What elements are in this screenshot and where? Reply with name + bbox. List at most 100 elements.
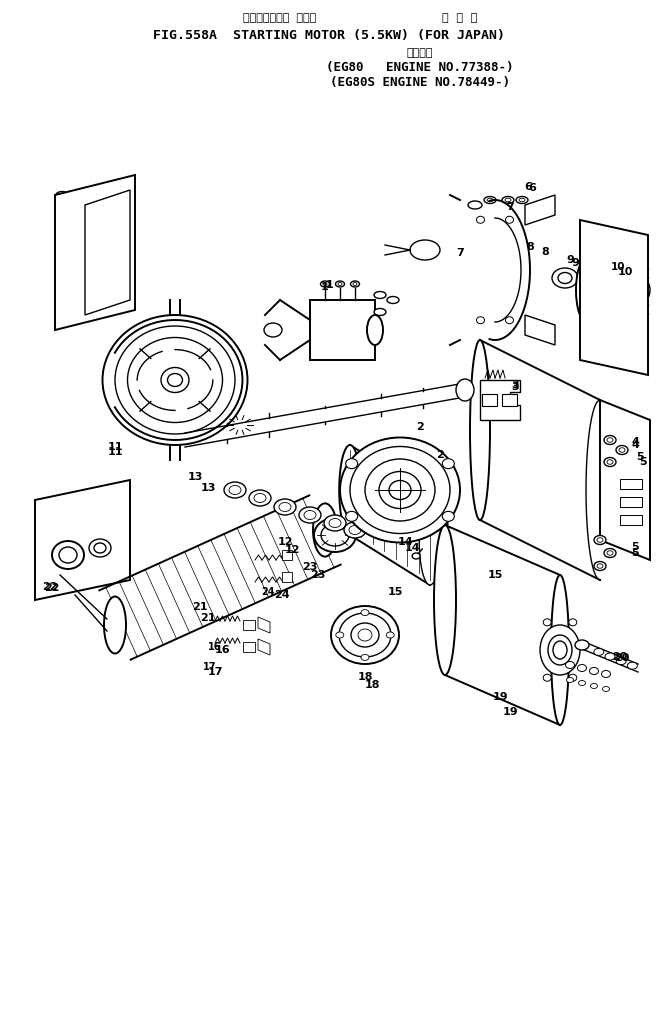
Text: 3: 3 [511,380,519,390]
Ellipse shape [607,459,613,464]
Text: 20: 20 [615,653,630,663]
Bar [482,394,497,406]
Ellipse shape [607,551,613,556]
Ellipse shape [484,197,496,204]
Ellipse shape [578,664,586,671]
Ellipse shape [597,564,603,568]
Polygon shape [480,380,520,420]
Ellipse shape [633,263,647,317]
Ellipse shape [249,490,271,506]
Ellipse shape [361,654,369,660]
Ellipse shape [106,242,118,249]
Ellipse shape [313,503,337,557]
Ellipse shape [338,283,342,286]
Ellipse shape [94,544,106,553]
Ellipse shape [64,192,76,199]
Text: 18: 18 [357,672,372,682]
Text: 24: 24 [261,587,275,597]
Ellipse shape [558,273,572,284]
Text: 14: 14 [397,537,413,547]
Polygon shape [258,639,270,655]
Ellipse shape [565,661,574,668]
Text: 13: 13 [188,472,203,482]
Text: 20: 20 [613,652,628,662]
Text: 24: 24 [274,590,290,600]
Ellipse shape [367,315,383,345]
Text: 7: 7 [506,202,514,212]
Ellipse shape [103,315,247,445]
Text: 1: 1 [326,280,334,290]
Text: 10: 10 [611,262,625,272]
Ellipse shape [635,283,645,297]
Ellipse shape [410,240,440,260]
Text: 国  内  外: 国 内 外 [442,13,478,23]
Ellipse shape [597,537,603,542]
Bar [620,497,642,507]
Ellipse shape [109,244,115,247]
Text: 5: 5 [631,548,639,558]
Text: 14: 14 [404,544,420,553]
Ellipse shape [70,192,82,199]
Ellipse shape [553,641,567,659]
Ellipse shape [324,515,346,531]
Ellipse shape [339,613,391,657]
Ellipse shape [351,281,359,287]
Ellipse shape [442,511,454,521]
Polygon shape [35,480,130,600]
Text: 2: 2 [416,422,424,432]
Ellipse shape [345,458,358,468]
Polygon shape [525,195,555,225]
Text: 1: 1 [321,282,329,292]
Ellipse shape [89,539,111,557]
Ellipse shape [505,199,511,202]
Text: 6: 6 [524,182,532,192]
Text: 16: 16 [215,645,230,655]
Ellipse shape [374,291,386,298]
Ellipse shape [604,435,616,444]
Ellipse shape [590,667,599,674]
Text: 17: 17 [203,662,216,672]
Polygon shape [282,550,292,560]
Text: 18: 18 [365,680,380,690]
Ellipse shape [279,503,291,511]
Text: 8: 8 [541,247,549,257]
Ellipse shape [59,547,77,563]
Text: 6: 6 [528,183,536,193]
Ellipse shape [329,518,341,527]
Ellipse shape [552,268,578,288]
Text: 9: 9 [571,258,579,268]
Ellipse shape [264,323,282,337]
Text: 19: 19 [492,692,508,702]
Text: 8: 8 [526,242,534,252]
Text: FIG.558A  STARTING MOTOR (5.5KW) (FOR JAPAN): FIG.558A STARTING MOTOR (5.5KW) (FOR JAP… [153,28,505,42]
Text: 3: 3 [511,382,519,392]
Ellipse shape [575,640,589,650]
Ellipse shape [56,192,68,199]
Ellipse shape [442,458,454,468]
Ellipse shape [386,632,394,638]
Ellipse shape [456,379,474,401]
Text: 21: 21 [200,613,216,623]
Ellipse shape [321,524,349,546]
Text: 21: 21 [192,602,208,612]
Ellipse shape [104,596,126,653]
Ellipse shape [594,535,606,545]
Ellipse shape [619,448,625,452]
Ellipse shape [106,215,118,221]
Ellipse shape [344,522,366,538]
Ellipse shape [567,677,574,682]
Ellipse shape [548,635,572,665]
Ellipse shape [314,518,356,552]
Ellipse shape [358,629,372,641]
Ellipse shape [578,680,586,685]
Ellipse shape [353,283,357,286]
Ellipse shape [594,562,606,571]
Ellipse shape [168,373,182,386]
Ellipse shape [569,619,577,626]
Text: 15: 15 [388,587,403,597]
Ellipse shape [487,199,493,202]
Ellipse shape [616,445,628,454]
Ellipse shape [476,216,484,223]
Ellipse shape [350,446,450,533]
Ellipse shape [505,316,513,323]
